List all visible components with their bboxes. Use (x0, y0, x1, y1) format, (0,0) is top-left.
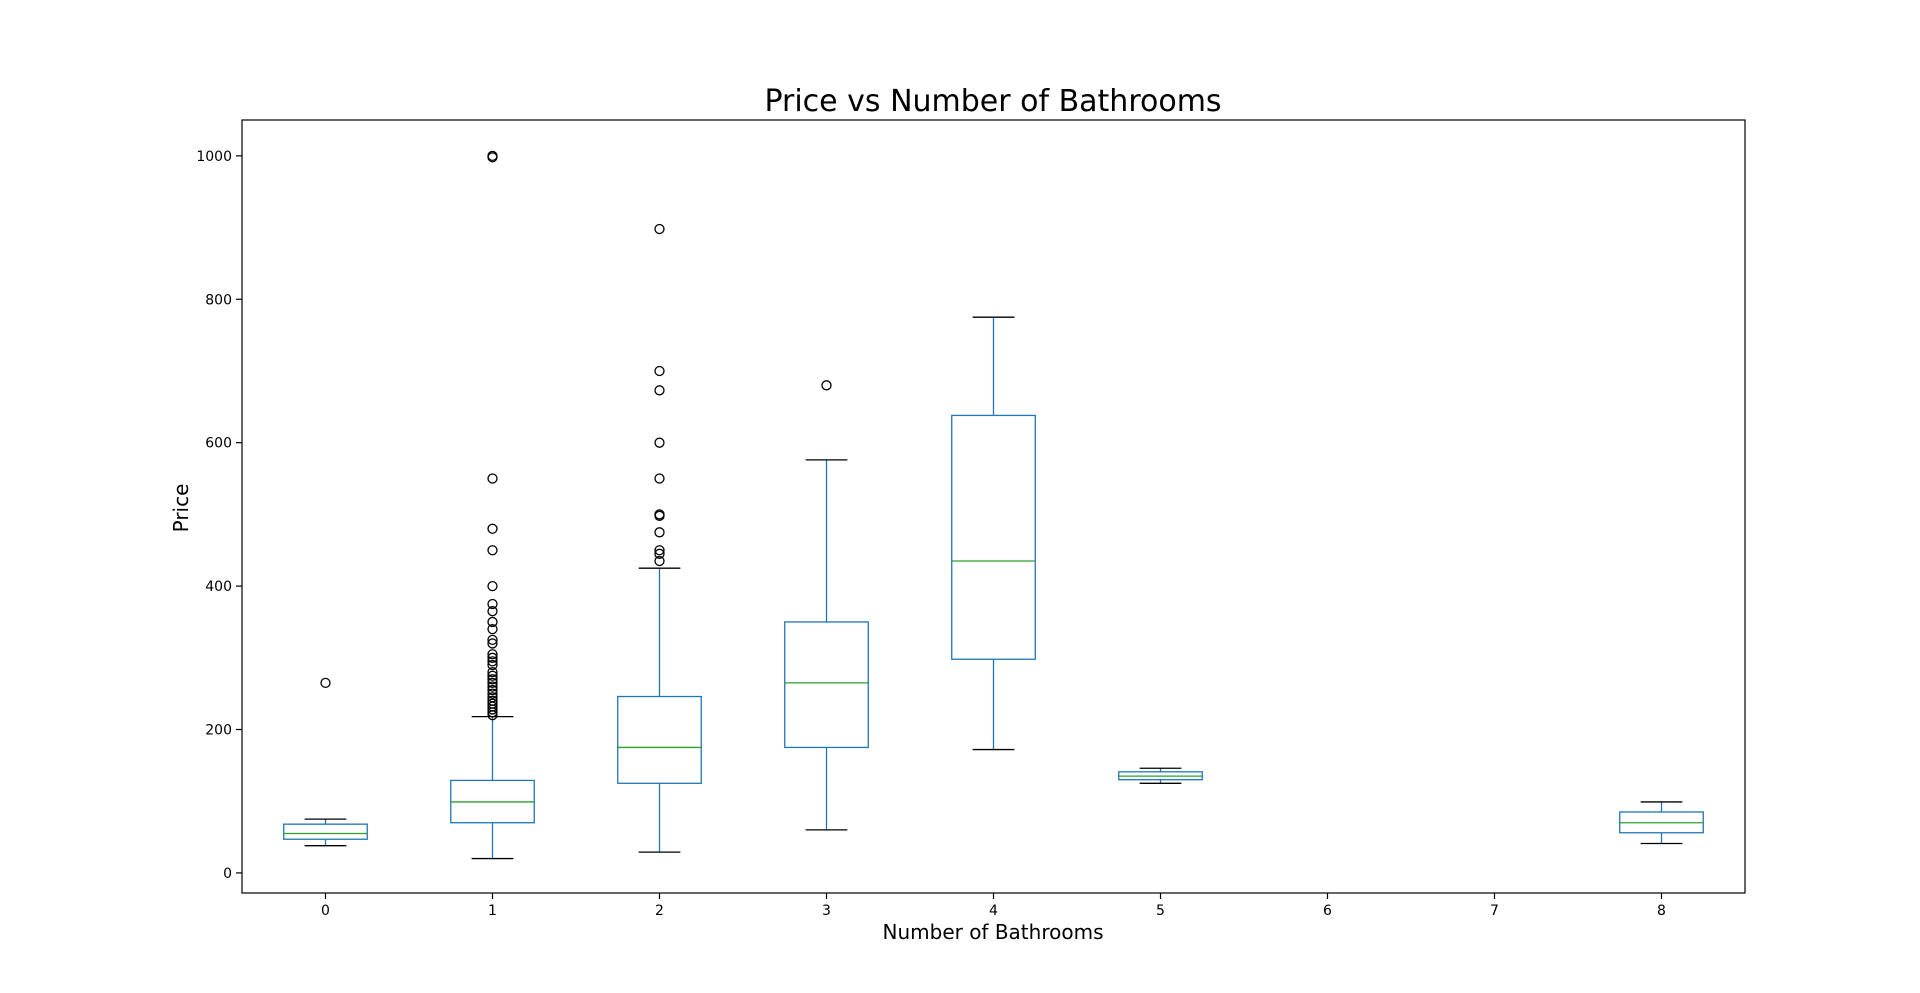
outlier-point (487, 688, 498, 699)
outlier-point (487, 545, 498, 556)
outlier-point (487, 652, 498, 663)
outlier-point (487, 638, 498, 649)
outlier-point (487, 659, 498, 671)
x-axis-label: Number of Bathrooms (883, 920, 1104, 944)
x-tick-label: 7 (1490, 903, 1499, 919)
x-tick-label: 0 (321, 903, 330, 919)
outlier-point (487, 616, 498, 628)
outlier-point (487, 598, 498, 610)
outlier-point (487, 670, 498, 681)
outlier-point (654, 555, 665, 567)
box-group-5 (1118, 767, 1203, 784)
outlier-point (487, 692, 498, 703)
outlier-point (487, 150, 498, 162)
iqr-box (617, 695, 702, 784)
outlier-point (487, 623, 498, 635)
outlier-point (487, 473, 498, 484)
outlier-point (487, 698, 498, 709)
outlier-point (487, 580, 498, 592)
plot-area-frame (241, 119, 1746, 894)
box-group-4 (951, 316, 1036, 751)
x-tick-label: 6 (1323, 903, 1332, 919)
outlier-point (487, 649, 498, 660)
outlier-point (487, 666, 498, 678)
x-tick-label: 2 (655, 903, 664, 919)
x-tick-label: 5 (1156, 903, 1165, 919)
outlier-point (654, 527, 665, 538)
outlier-point (487, 634, 498, 646)
outlier-point (487, 681, 498, 692)
outlier-point (487, 523, 498, 534)
outlier-point (654, 365, 665, 377)
box-group-1 (450, 150, 535, 860)
chart-title: Price vs Number of Bathrooms (764, 84, 1221, 119)
y-tick-label: 0 (223, 866, 232, 882)
iqr-box (283, 823, 368, 840)
y-tick-label: 800 (205, 292, 232, 308)
outlier-point (487, 695, 498, 706)
outlier-point (654, 548, 665, 559)
x-tick-label: 1 (488, 903, 497, 919)
iqr-box (784, 621, 869, 749)
y-axis-label: Price (169, 484, 193, 533)
y-tick-label: 1000 (196, 149, 232, 165)
x-tick-label: 8 (1657, 903, 1666, 919)
y-tick-label: 600 (205, 436, 232, 452)
iqr-box (951, 414, 1036, 660)
outlier-point (487, 674, 498, 685)
outlier-point (654, 437, 665, 448)
outlier-point (320, 677, 331, 689)
box-group-2 (617, 223, 702, 853)
x-tick-label: 3 (822, 903, 831, 919)
outlier-point (487, 677, 498, 689)
box-series (283, 150, 1704, 860)
x-axis: 0 1 2 3 4 5 6 7 8 (321, 893, 1666, 919)
box-group-0 (283, 677, 368, 847)
outlier-point (654, 545, 665, 556)
outlier-point (487, 684, 498, 696)
outlier-point (654, 473, 665, 484)
box-group-3 (784, 380, 869, 831)
outlier-point (654, 223, 665, 235)
outlier-point (654, 385, 665, 396)
outlier-point (487, 606, 498, 617)
outlier-point (487, 656, 498, 667)
x-tick-label: 4 (989, 903, 998, 919)
y-axis: 0 200 400 600 800 1000 (196, 149, 242, 882)
y-tick-label: 400 (205, 579, 232, 595)
y-tick-label: 200 (205, 723, 232, 739)
outlier-point (821, 380, 832, 391)
outlier-point (654, 509, 665, 520)
box-group-8 (1619, 801, 1704, 845)
